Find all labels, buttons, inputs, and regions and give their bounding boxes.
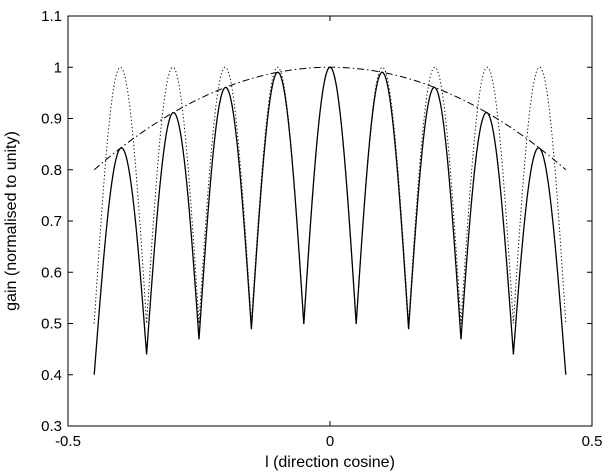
y-tick-label: 0.8 [41, 162, 62, 179]
y-tick-label: 0.9 [41, 111, 62, 128]
y-axis-label: gain (normalised to unity) [3, 131, 20, 311]
y-tick-label: 0.6 [41, 264, 62, 281]
y-tick-label: 0.3 [41, 418, 62, 435]
y-tick-label: 0.5 [41, 316, 62, 333]
series-envelope-line [93, 66, 567, 171]
y-tick-label: 0.4 [41, 367, 62, 384]
x-axis-label: l (direction cosine) [265, 454, 395, 471]
y-tick-label: 1.1 [41, 8, 62, 25]
series-layer [93, 66, 567, 375]
x-tick-label: 0.5 [582, 433, 603, 450]
y-tick-label: 0.7 [41, 213, 62, 230]
y-tick-label: 1 [54, 59, 62, 76]
x-tick-label: 0 [326, 433, 334, 450]
axes-layer: -0.5 0 0.5 0.3 0.4 0.5 0.6 0.7 0.8 0.9 1 1.1 [41, 8, 602, 450]
x-tick-label: -0.5 [55, 433, 81, 450]
plot-area [68, 16, 592, 426]
series-dotted-line [93, 66, 567, 324]
